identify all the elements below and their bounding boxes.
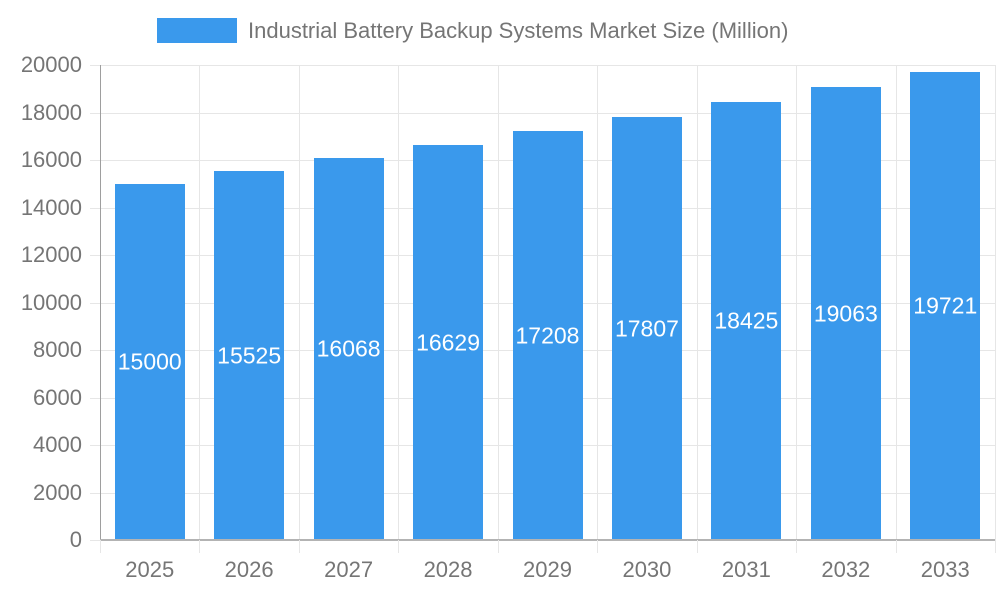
y-tick [90, 350, 100, 351]
y-tick-label: 4000 [33, 432, 82, 457]
y-tick [90, 207, 100, 209]
y-tick-label: 20000 [20, 52, 82, 77]
gridline-vertical [497, 65, 499, 540]
y-tick-label: 10000 [20, 289, 82, 315]
y-tick-label: 2000 [33, 479, 82, 505]
x-tick-label: 2030 [622, 557, 672, 582]
x-tick [895, 540, 897, 553]
y-tick-label: 12000 [20, 242, 82, 267]
bar[interactable] [910, 71, 981, 540]
gridline-vertical [597, 65, 599, 540]
y-tick-label: 18000 [20, 99, 82, 125]
x-tick [696, 540, 698, 553]
x-tick [497, 540, 499, 553]
bar[interactable] [711, 102, 782, 540]
x-tick-label: 2033 [920, 557, 970, 582]
y-tick [90, 112, 100, 114]
gridline-vertical [298, 65, 300, 540]
legend-title: Industrial Battery Backup Systems Market… [248, 17, 789, 43]
x-tick [100, 540, 101, 553]
bar[interactable] [413, 145, 484, 540]
gridline-horizontal [100, 112, 995, 114]
x-tick [398, 540, 400, 553]
bar[interactable] [810, 87, 881, 540]
y-tick-label: 16000 [20, 147, 82, 172]
gridline-vertical [696, 65, 698, 540]
gridline-vertical [995, 65, 996, 540]
x-tick [199, 540, 201, 553]
bar[interactable] [512, 131, 583, 540]
x-tick-label: 2025 [125, 557, 175, 582]
gridline-horizontal [100, 65, 995, 66]
y-axis-line [100, 65, 101, 540]
y-tick [90, 492, 100, 494]
y-tick [90, 445, 100, 446]
x-tick-label: 2028 [423, 557, 473, 582]
y-tick-label: 6000 [33, 384, 82, 410]
bar[interactable] [214, 171, 285, 540]
x-tick [597, 540, 599, 553]
y-tick [90, 540, 100, 541]
x-tick-label: 2029 [523, 557, 572, 582]
x-tick-label: 2026 [224, 557, 274, 582]
x-axis-baseline [100, 539, 995, 541]
plot-area: 15000 15525 16068 16629 17208 17807 18425 19063… [100, 65, 996, 541]
x-tick-label: 2032 [821, 557, 871, 582]
y-tick-label: 0 [69, 527, 82, 552]
x-tick [995, 540, 996, 553]
y-tick [90, 65, 100, 66]
y-tick-label: 14000 [20, 194, 82, 220]
gridline-vertical [199, 65, 201, 540]
x-tick [298, 540, 300, 553]
y-tick-label: 8000 [33, 337, 82, 362]
y-tick [90, 397, 100, 399]
y-tick [90, 160, 100, 161]
gridline-vertical [895, 65, 897, 540]
y-tick [90, 255, 100, 256]
legend: Industrial Battery Backup Systems Market… [157, 18, 788, 43]
bar[interactable] [114, 183, 185, 540]
x-tick [796, 540, 798, 553]
legend-swatch [157, 18, 237, 43]
gridline-vertical [796, 65, 798, 540]
y-tick [90, 302, 100, 304]
gridline-vertical [398, 65, 400, 540]
x-tick-label: 2031 [721, 557, 771, 582]
bar[interactable] [611, 117, 682, 540]
x-tick-label: 2027 [324, 557, 374, 582]
bar[interactable] [313, 158, 384, 540]
